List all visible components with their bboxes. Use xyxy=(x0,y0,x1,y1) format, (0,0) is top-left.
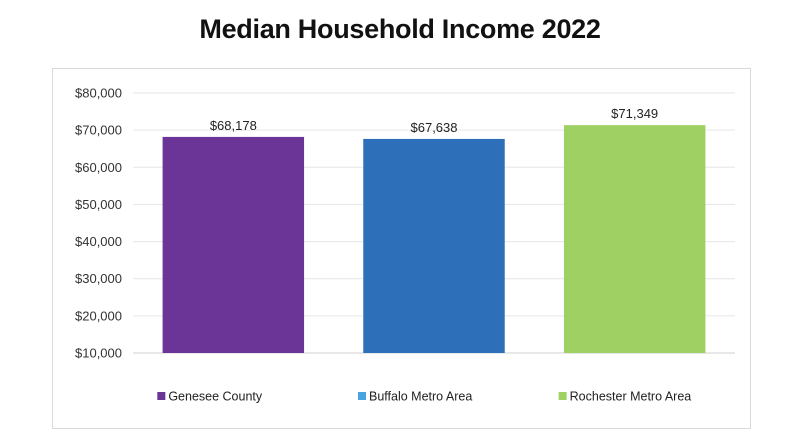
data-labels: $68,178 $67,638 $71,349 xyxy=(210,106,658,135)
y-tick-label: $70,000 xyxy=(75,123,122,138)
legend-swatch xyxy=(558,392,567,400)
legend-swatch xyxy=(157,392,166,400)
legend-label: Genesee County xyxy=(168,390,263,404)
legend-label: Rochester Metro Area xyxy=(570,390,692,404)
y-tick-label: $30,000 xyxy=(75,271,122,286)
legend-swatch xyxy=(358,392,366,400)
bar-2 xyxy=(363,138,505,353)
chart-frame xyxy=(52,68,751,429)
legend-label: Buffalo Metro Area xyxy=(369,390,472,404)
data-label: $68,178 xyxy=(210,118,257,133)
legend: Genesee County Buffalo Metro Area Rocheste… xyxy=(157,390,691,404)
chart-title: Median Household Income 2022 xyxy=(199,14,601,44)
data-label: $67,638 xyxy=(411,120,458,135)
bar-3 xyxy=(563,125,706,353)
y-axis: $10,000 $20,000 $30,000 $40,000 $50,000 $60,0… xyxy=(75,86,122,361)
y-tick-label: $40,000 xyxy=(75,234,122,249)
y-tick-label: $80,000 xyxy=(75,86,122,101)
y-tick-label: $60,000 xyxy=(75,160,122,175)
bar-1 xyxy=(162,136,305,353)
bars xyxy=(162,125,706,353)
y-tick-label: $10,000 xyxy=(75,346,122,361)
y-tick-label: $20,000 xyxy=(75,308,122,323)
y-tick-label: $50,000 xyxy=(75,197,122,212)
data-label: $71,349 xyxy=(611,106,658,121)
